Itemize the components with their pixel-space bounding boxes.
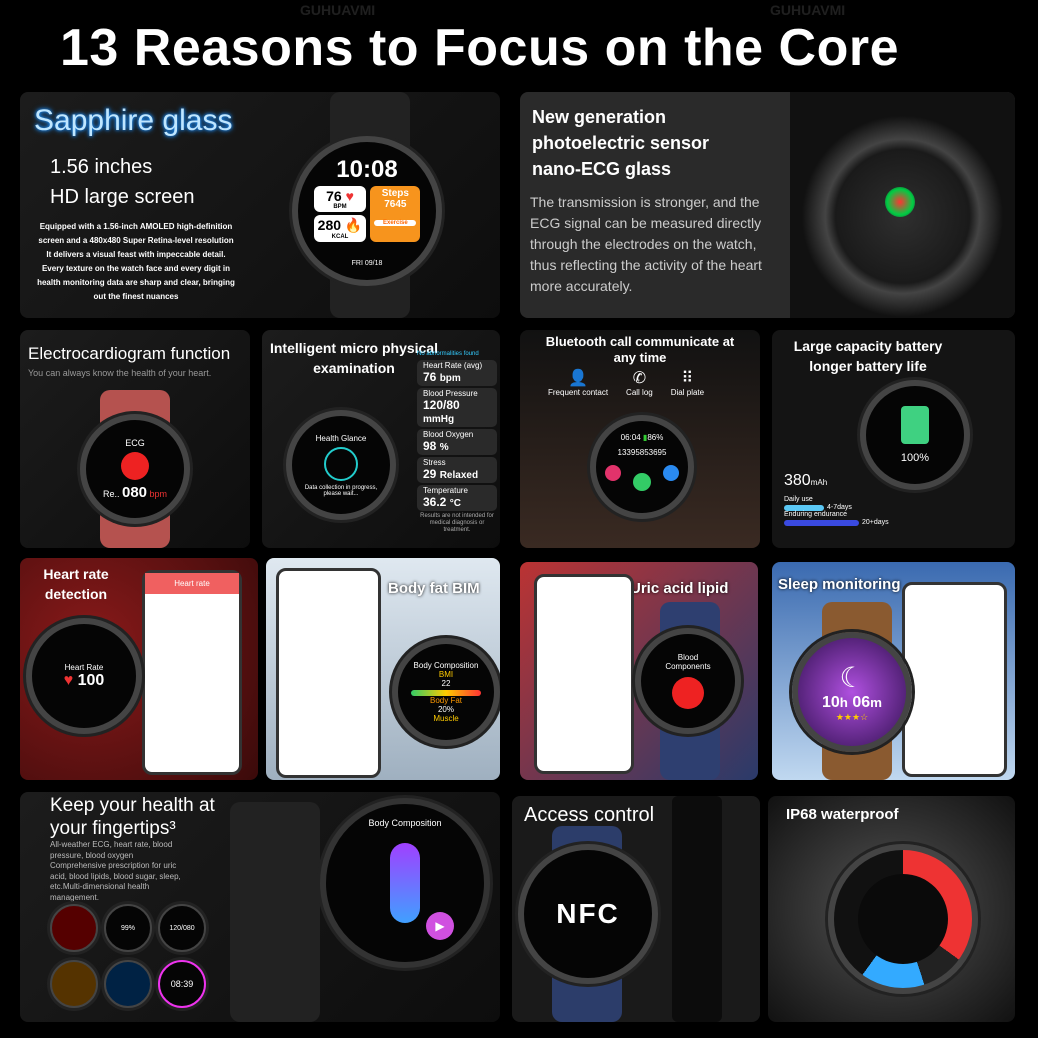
battery-bars: Daily use 4-7days Enduring endurance 20+… <box>784 496 889 526</box>
heading: Intelligent micro physical examination <box>269 340 439 376</box>
body-composition-watch: Body Composition ▶ <box>320 798 490 968</box>
heart-watch: Heart Rate ♥ 100 <box>26 618 142 734</box>
phone-screen <box>276 568 381 778</box>
description: All-weather ECG, heart rate, blood press… <box>50 840 181 902</box>
hang-up-icon[interactable] <box>605 465 621 481</box>
ecg-watch: ECG Re.. 080 bpm <box>80 414 190 524</box>
panel-sleep: Sleep monitoring ☾ 10h 06m ★★★☆ <box>772 562 1015 780</box>
sensor-image <box>790 92 1015 318</box>
door-lock <box>672 796 722 1022</box>
heading: Electrocardiogram function <box>28 344 231 363</box>
panel-heart-rate: Heart rate detection Heart rate Heart Ra… <box>20 558 258 780</box>
body-scan-icon <box>324 446 358 481</box>
call-log-icon: ✆ <box>632 370 647 387</box>
phone-screen: Heart rate <box>142 570 242 775</box>
answer-icon[interactable] <box>633 473 651 491</box>
steps-tile: Steps 7645 Exercise <box>370 185 421 242</box>
result-card: Stress 29 Relaxed <box>417 457 497 484</box>
result-card: Heart Rate (avg) 76 bpm <box>417 360 497 386</box>
watermark: GUHUAVMI <box>770 2 846 18</box>
watch-face: 10:08 76 ♥ BPM 280 🔥 KCAL Steps 7645 Exercis… <box>292 136 442 286</box>
heading: Bluetooth call communicate at any time <box>545 334 735 365</box>
heading: New generation photoelectric sensor nano… <box>532 107 710 179</box>
waterproof-watch <box>828 844 978 994</box>
sensor-light-icon <box>885 187 915 217</box>
panel-fingertips: Keep your health at your fingertips³ All… <box>20 792 500 1022</box>
heading: Uric acid lipid <box>630 580 729 597</box>
panel-sensor: New generation photoelectric sensor nano… <box>520 92 1015 318</box>
heading: Keep your health at your fingertips³ <box>50 795 215 839</box>
panel-access-control: Access control NFC <box>512 796 760 1022</box>
battery-watch: 100% <box>860 380 970 490</box>
panel-exam: Intelligent micro physical examination H… <box>262 330 500 548</box>
moon-icon: ☾ <box>839 662 865 693</box>
watch-date: FRI 09/18 <box>351 259 383 267</box>
heading: Heart rate detection <box>43 566 109 602</box>
results-list: No abnormalities found Heart Rate (avg) 7… <box>417 350 497 534</box>
bpm-tile: 76 ♥ BPM <box>313 185 367 212</box>
heading: Sleep monitoring <box>778 576 901 593</box>
result-card: Blood Oxygen 98 % <box>417 429 497 456</box>
disclaimer-note: Results are not intended for medical dia… <box>420 513 494 534</box>
play-icon[interactable]: ▶ <box>426 912 454 940</box>
page-title: 13 Reasons to Focus on the Core <box>60 19 899 77</box>
bodyfat-watch: Body Composition BMI 22 Body Fat 20% Muscl… <box>392 638 500 746</box>
heading: Access control <box>524 804 655 826</box>
dial-plate-icon: ⠿ <box>681 370 694 387</box>
ecg-icon <box>121 451 149 480</box>
heading: Sapphire glass <box>34 104 233 137</box>
nfc-watch: NFC <box>518 844 658 984</box>
mute-icon[interactable] <box>663 465 679 481</box>
panel-waterproof: IP68 waterproof <box>768 796 1015 1022</box>
panel-sapphire-glass: Sapphire glass 1.56 inches HD large scre… <box>20 92 500 318</box>
description: Equipped with a 1.56-inch AMOLED high-de… <box>37 222 235 301</box>
dial-plate-button[interactable]: ⠿ Dial plate <box>670 370 705 397</box>
frequent-contact-button[interactable]: 👤 Frequent contact <box>548 370 609 397</box>
sleep-watch: ☾ 10h 06m ★★★☆ <box>792 632 912 752</box>
panel-body-fat: Body fat BIM Body Composition BMI 22 Body… <box>266 558 500 780</box>
call-log-button[interactable]: ✆ Call log <box>626 370 653 397</box>
size-text: 1.56 inches <box>50 156 153 178</box>
phone-screen <box>534 574 634 774</box>
contact-add-icon: 👤 <box>568 370 588 387</box>
panel-bluetooth-call: Bluetooth call communicate at any time 👤… <box>520 330 760 548</box>
heading: IP68 waterproof <box>786 806 899 823</box>
description: The transmission is stronger, and the EC… <box>530 194 762 294</box>
uric-watch: Blood Components <box>635 628 741 734</box>
mini-watch-grid: 99% 120/080 08:39 <box>50 904 208 1008</box>
watermark: GUHUAVMI <box>300 2 376 18</box>
body-figure-icon <box>390 843 420 923</box>
exam-watch: Health Glance Data collection in progres… <box>286 410 396 520</box>
panel-uric-acid: Uric acid lipid Blood Components <box>520 562 758 780</box>
watch-time: 10:08 <box>336 155 398 183</box>
call-watch: 06:04 ▮86% 13395853695 <box>590 415 694 519</box>
result-card: Blood Pressure 120/80 mmHg <box>417 387 497 428</box>
panel-ecg: Electrocardiogram function You can alway… <box>20 330 250 548</box>
panel-battery: Large capacity battery longer battery li… <box>772 330 1015 548</box>
heading: Large capacity battery longer battery li… <box>793 338 943 374</box>
heading: Body fat BIM <box>388 580 480 597</box>
result-card: Temperature 36.2 °C <box>417 485 497 512</box>
battery-icon <box>901 406 929 444</box>
screen-text: HD large screen <box>50 186 195 208</box>
phone-screen <box>902 582 1007 777</box>
blood-drop-icon <box>672 677 704 709</box>
kcal-tile: 280 🔥 KCAL <box>313 214 367 242</box>
subtitle: You can always know the health of your h… <box>28 368 212 378</box>
